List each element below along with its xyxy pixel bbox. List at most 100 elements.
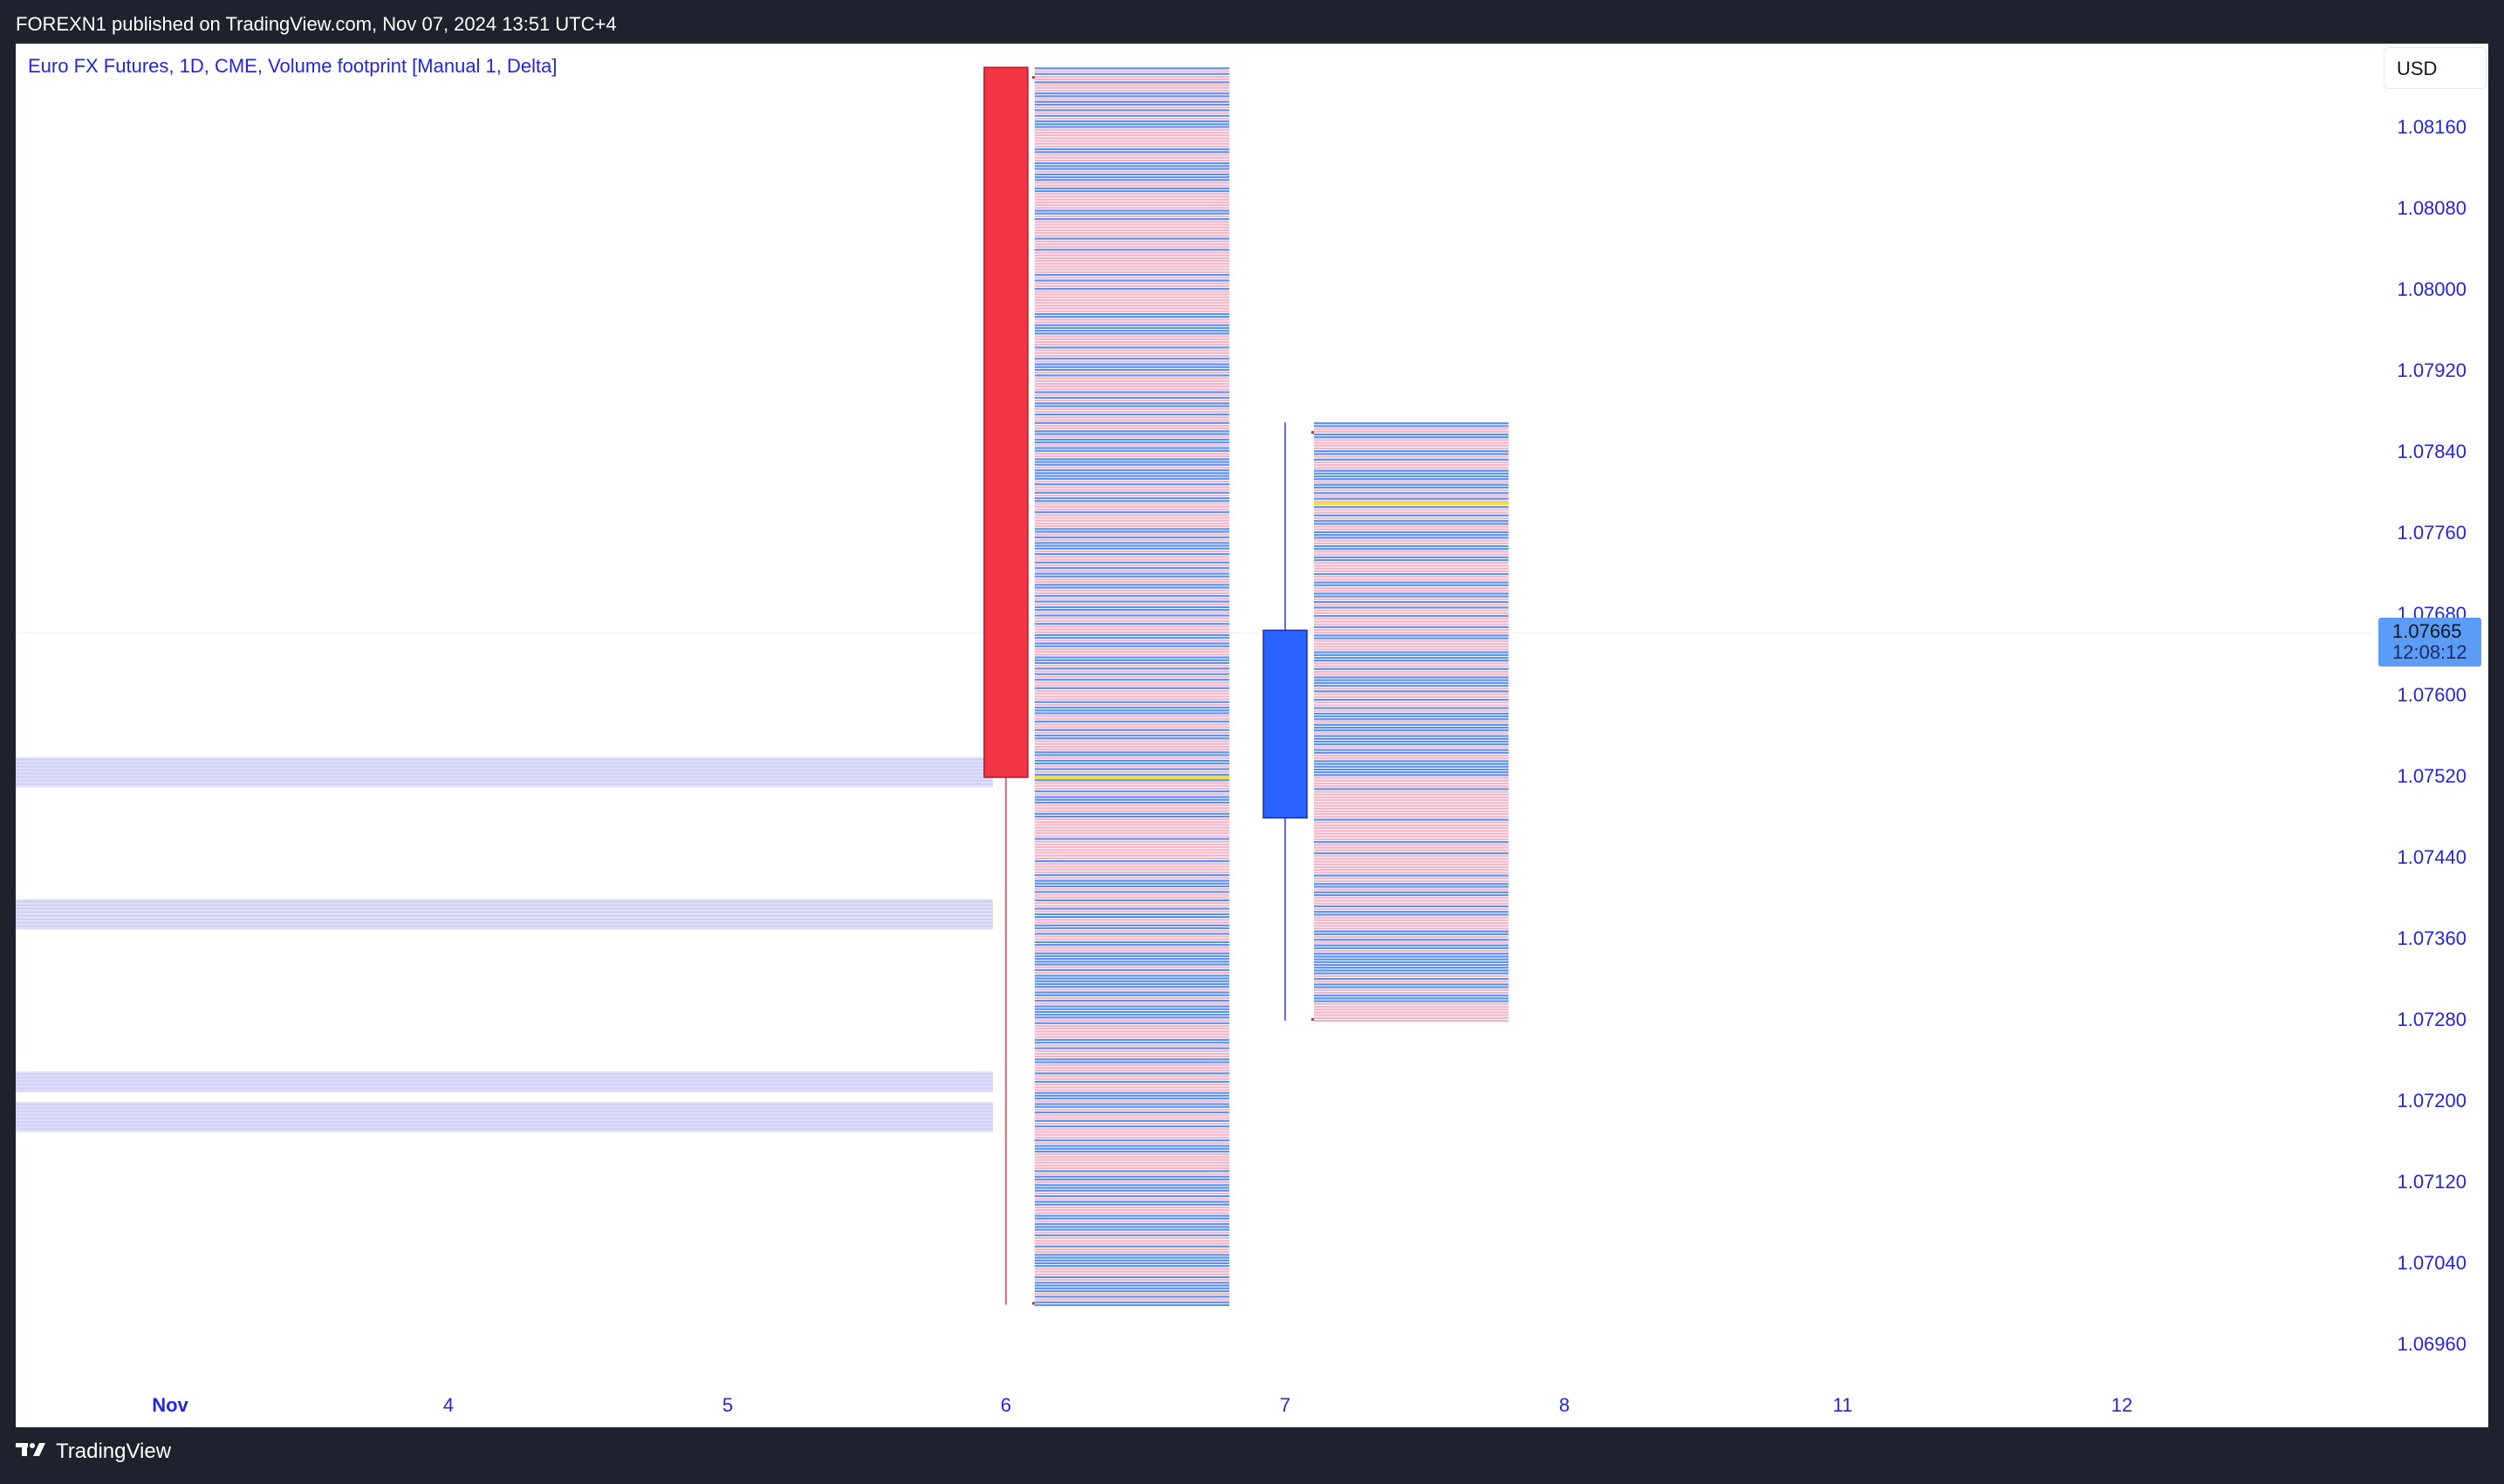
- footprint-row: [1314, 963, 1509, 967]
- footprint-row: [1314, 1014, 1509, 1016]
- footprint-row: [1035, 751, 1229, 754]
- footprint-row: [1035, 483, 1229, 486]
- footprint-row: [1314, 886, 1509, 888]
- footprint-row: [1035, 938, 1229, 940]
- footprint-row: [1035, 558, 1229, 561]
- footprint-row: [1035, 251, 1229, 254]
- footprint-row: [1314, 838, 1509, 841]
- footprint-row: [1035, 223, 1229, 226]
- footprint-row: [1314, 902, 1509, 905]
- footprint-row: [1035, 117, 1229, 120]
- footprint-row: [1314, 709, 1509, 712]
- footprint-row: [1035, 633, 1229, 637]
- footprint-row: [1035, 1019, 1229, 1022]
- footprint-row: [1314, 486, 1509, 489]
- footprint-row: [1314, 670, 1509, 674]
- footprint-marker: [1311, 1018, 1314, 1021]
- footprint-row: [1035, 626, 1229, 628]
- footprint-row: [1035, 728, 1229, 731]
- chart-panel[interactable]: Euro FX Futures, 1D, CME, Volume footpri…: [16, 44, 2488, 1427]
- footprint-row: [1035, 338, 1229, 340]
- footprint-row: [1035, 112, 1229, 114]
- footprint-row: [1035, 181, 1229, 184]
- footprint-row: [1314, 947, 1509, 949]
- footer[interactable]: TradingView: [16, 1440, 171, 1464]
- time-tick-label: Nov: [152, 1394, 188, 1416]
- footprint-row: [1314, 523, 1509, 525]
- footprint-row: [1035, 1184, 1229, 1187]
- footprint-row: [1035, 759, 1229, 763]
- footprint-row: [1035, 935, 1229, 938]
- footprint-row: [1035, 1061, 1229, 1063]
- time-tick-label: 12: [2111, 1394, 2133, 1416]
- footprint-row: [1314, 497, 1509, 500]
- footprint-row: [1035, 966, 1229, 968]
- price-tick-label: 1.07760: [2397, 522, 2466, 544]
- last-price-label: 1.07665 12:08:12: [2378, 618, 2481, 667]
- footprint-row: [1035, 924, 1229, 927]
- currency-button[interactable]: USD: [2384, 47, 2487, 89]
- footprint-row: [1314, 925, 1509, 927]
- footprint-row: [1035, 703, 1229, 707]
- footprint-row: [1035, 745, 1229, 749]
- footprint-row: [1035, 961, 1229, 963]
- footprint-row: [1035, 1036, 1229, 1038]
- footprint-row: [1035, 623, 1229, 626]
- footprint-row: [1035, 352, 1229, 354]
- footprint-row: [1035, 86, 1229, 89]
- footprint-row: [1035, 1080, 1229, 1084]
- footprint-row: [1035, 605, 1229, 609]
- footprint-row: [1035, 449, 1229, 452]
- chart-plot[interactable]: [16, 44, 2488, 1427]
- footprint-row: [1035, 494, 1229, 497]
- footprint-row: [1035, 1142, 1229, 1145]
- footprint-row: [1314, 804, 1509, 807]
- footprint-row: [1035, 195, 1229, 198]
- footprint-row: [1035, 519, 1229, 522]
- footprint-row: [1314, 872, 1509, 874]
- footprint-row: [1035, 349, 1229, 352]
- footprint-poc: [1035, 776, 1229, 779]
- footprint-row: [1314, 667, 1509, 670]
- footprint-row: [1035, 665, 1229, 667]
- price-tick-label: 1.07120: [2397, 1171, 2466, 1193]
- footprint-row: [1314, 537, 1509, 539]
- footprint-row: [1314, 646, 1509, 648]
- chart-legend-title[interactable]: Euro FX Futures, 1D, CME, Volume footpri…: [28, 55, 558, 77]
- footprint-row: [1035, 723, 1229, 726]
- footprint-row: [1035, 391, 1229, 393]
- footprint-row: [1035, 1105, 1229, 1108]
- footprint-row: [1314, 651, 1509, 653]
- footprint-row: [1314, 528, 1509, 530]
- footprint-row: [1035, 1254, 1229, 1256]
- footprint-row: [1035, 667, 1229, 670]
- footprint-row: [1314, 1005, 1509, 1009]
- footprint-row: [1035, 735, 1229, 737]
- footprint-row: [1035, 1282, 1229, 1284]
- footprint-row: [1035, 1100, 1229, 1103]
- footprint-row: [1314, 1011, 1509, 1014]
- footprint-row: [1314, 743, 1509, 746]
- footprint-row: [1035, 1044, 1229, 1047]
- footprint-row: [1035, 1136, 1229, 1139]
- footprint-row: [1035, 528, 1229, 530]
- footprint-row: [1035, 346, 1229, 349]
- footprint-row: [1035, 796, 1229, 798]
- footprint-row: [1035, 829, 1229, 832]
- footprint-row: [1035, 695, 1229, 698]
- footprint-row: [1035, 1164, 1229, 1167]
- footprint-row: [1035, 466, 1229, 469]
- footprint-row: [1035, 773, 1229, 776]
- footprint-row: [1035, 857, 1229, 860]
- footprint-row: [1035, 277, 1229, 279]
- footprint-row: [1314, 844, 1509, 846]
- footprint-row: [1035, 332, 1229, 335]
- footprint-row: [1314, 879, 1509, 883]
- footprint-row: [1035, 1159, 1229, 1161]
- footprint-row: [1314, 500, 1509, 503]
- footprint-row: [1314, 433, 1509, 436]
- footprint-row: [1314, 874, 1509, 877]
- footprint-row: [1035, 553, 1229, 556]
- footprint-row: [1035, 282, 1229, 284]
- footprint-row: [1314, 567, 1509, 570]
